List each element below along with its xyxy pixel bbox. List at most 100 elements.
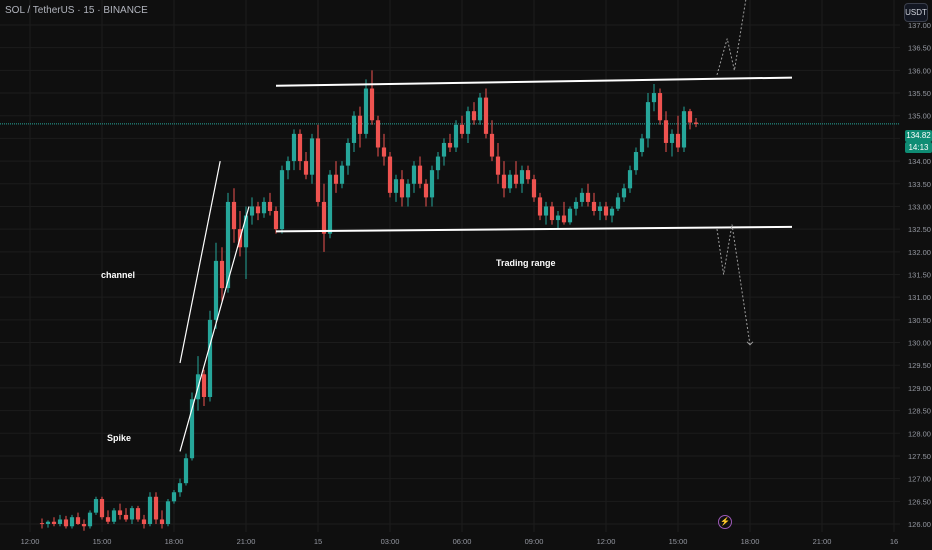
trend-line-channel-upper[interactable] [179, 160, 221, 364]
candle-body [105, 517, 111, 522]
candle-body [465, 111, 471, 134]
candle-body [639, 138, 645, 153]
candle-body [339, 165, 345, 184]
y-tick-label: 133.50 [908, 180, 931, 189]
candle-body [471, 111, 477, 121]
candle-body [273, 210, 279, 230]
y-tick-label: 136.00 [908, 66, 931, 75]
candle-body [57, 519, 63, 524]
candle-body [435, 156, 441, 171]
candle-body [519, 170, 525, 184]
candle-body [171, 492, 177, 502]
candle-body [441, 142, 447, 157]
candle-body [495, 156, 501, 175]
bar-countdown: 14:13 [905, 142, 932, 153]
candle-body [585, 192, 591, 202]
candle-body [267, 201, 273, 211]
y-tick-label: 131.50 [908, 271, 931, 280]
candle-body [81, 524, 87, 527]
candle-body [213, 260, 219, 320]
candle-body [447, 142, 453, 148]
candle-body [507, 174, 513, 189]
time-axis[interactable]: 12:00 15:00 18:00 21:00 15 03:00 06:00 09:00 12:… [21, 537, 932, 546]
candle-body [675, 133, 681, 148]
candle-body [345, 142, 351, 166]
candle-body [429, 170, 435, 198]
y-tick-label: 134.00 [908, 157, 931, 166]
y-tick-label: 127.50 [908, 452, 931, 461]
y-tick-label: 132.00 [908, 248, 931, 257]
candle-body [405, 183, 411, 198]
x-tick-label: 06:00 [453, 537, 472, 546]
candle-body [357, 115, 363, 134]
trend-line-projection-down[interactable] [716, 224, 751, 345]
candle-body [525, 170, 531, 180]
candle-body [549, 206, 555, 221]
candle-body [291, 133, 297, 162]
trend-line-range-top[interactable] [275, 76, 793, 87]
candle-body [123, 514, 129, 520]
candle-body [165, 501, 171, 524]
trend-line-channel-lower[interactable] [179, 206, 250, 452]
candle-body [375, 120, 381, 148]
price-axis[interactable]: 126.00 126.50 127.00 127.50 128.00 128.50 129.… [908, 21, 931, 529]
candle-body [453, 124, 459, 148]
y-tick-label: 130.00 [908, 339, 931, 348]
trend-line-projection-up[interactable] [716, 0, 748, 76]
candle-body [369, 88, 375, 121]
candle-body [597, 206, 603, 211]
candle-body [621, 188, 627, 198]
candle-body [501, 174, 507, 189]
candle-body [309, 138, 315, 175]
candle-body [321, 201, 327, 234]
candle-body [537, 197, 543, 216]
y-tick-label: 132.50 [908, 225, 931, 234]
candle-body [543, 206, 549, 216]
candle-body [51, 521, 57, 524]
y-tick-label: 129.00 [908, 384, 931, 393]
currency-button[interactable]: USDT [904, 3, 928, 22]
x-tick-label: 12:00 [21, 537, 40, 546]
candle-body [591, 201, 597, 211]
candle-body [243, 215, 249, 248]
candle-body [483, 97, 489, 134]
candle-body [513, 174, 519, 184]
candle-body [63, 519, 69, 527]
candle-body [129, 508, 135, 520]
candle-body [111, 510, 117, 522]
candle-body [189, 399, 195, 459]
candle-body [75, 517, 81, 524]
candle-body [255, 206, 261, 214]
trend-line-range-bottom[interactable] [275, 225, 793, 233]
candle-body [39, 523, 45, 525]
lightning-bolt-icon[interactable]: ⚡ [718, 515, 732, 529]
candle-body [303, 161, 309, 175]
x-tick-label: 03:00 [381, 537, 400, 546]
candle-body [201, 374, 207, 397]
candle-body [117, 510, 123, 515]
candle-body [351, 115, 357, 143]
candle-body [531, 179, 537, 198]
x-tick-label: 15 [314, 537, 322, 546]
candle-body [411, 165, 417, 184]
candle-body [663, 120, 669, 143]
candle-body [561, 215, 567, 223]
y-tick-label: 126.00 [908, 520, 931, 529]
spike-label: Spike [107, 433, 132, 443]
candle-body [297, 133, 303, 162]
candle-body [681, 111, 687, 148]
candle-body [99, 499, 105, 518]
candle-body [555, 215, 561, 221]
channel-label: channel [101, 270, 136, 280]
candle-body [459, 124, 465, 134]
candle-body [225, 201, 231, 289]
y-tick-label: 129.50 [908, 361, 931, 370]
y-tick-label: 135.50 [908, 89, 931, 98]
grid-lines [0, 0, 900, 532]
candle-body [135, 508, 141, 520]
candle-body [45, 521, 51, 524]
y-tick-label: 126.50 [908, 497, 931, 506]
candle-body [315, 138, 321, 202]
y-tick-label: 128.50 [908, 407, 931, 416]
